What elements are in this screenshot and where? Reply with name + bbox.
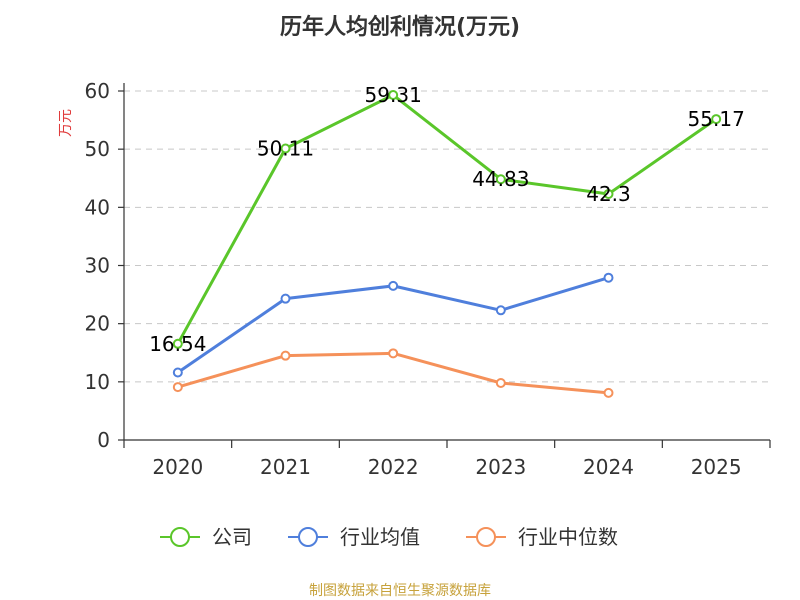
- data-point: [172, 367, 183, 378]
- data-point: [495, 305, 506, 316]
- data-label: 55.17: [688, 107, 745, 131]
- data-point: [603, 188, 614, 199]
- data-point: [172, 338, 183, 349]
- data-label: 50.11: [257, 137, 314, 161]
- x-tick-label: 2021: [260, 455, 311, 479]
- axes: 0 10 20 30 40 50 60 2020 2021 2022 2023 2024 2025: [85, 79, 771, 479]
- legend-label-1: 行业均值: [340, 525, 420, 549]
- data-label: 16.54: [149, 332, 206, 356]
- series-line-0: [176, 93, 718, 345]
- series-group: [172, 90, 722, 398]
- x-tick-label: 2022: [368, 455, 419, 479]
- y-tick-label: 20: [85, 312, 110, 336]
- y-tick-label: 50: [85, 137, 110, 161]
- data-labels: 16.54 50.11 59.31 44.83 42.3 55.17: [149, 83, 745, 356]
- legend-marker-1: [298, 527, 318, 547]
- y-tick-label: 0: [97, 428, 110, 452]
- x-tick-label: 2023: [475, 455, 526, 479]
- y-axis-label: 万元: [58, 109, 74, 137]
- data-point: [280, 293, 291, 304]
- data-point: [495, 377, 506, 388]
- chart-title: 历年人均创利情况(万元): [280, 14, 520, 40]
- grid: [124, 90, 770, 383]
- y-tick-label: 40: [85, 195, 110, 219]
- data-label: 44.83: [472, 167, 529, 191]
- x-tick-label: 2025: [691, 455, 742, 479]
- x-tick-label: 2024: [583, 455, 634, 479]
- y-tick-label: 60: [85, 79, 110, 103]
- data-point: [603, 272, 614, 283]
- data-point: [280, 350, 291, 361]
- data-point: [711, 114, 722, 125]
- legend: 公司 行业均值 行业中位数: [160, 525, 618, 549]
- data-point: [388, 280, 399, 291]
- data-label: 59.31: [365, 83, 422, 107]
- data-point: [388, 348, 399, 359]
- data-point: [280, 143, 291, 154]
- series-line-2: [177, 351, 609, 395]
- y-tick-label: 10: [85, 370, 110, 394]
- data-point: [603, 387, 614, 398]
- legend-marker-0: [170, 527, 190, 547]
- y-tick-label: 30: [85, 254, 110, 278]
- data-point: [495, 174, 506, 185]
- legend-label-0: 公司: [212, 525, 252, 549]
- data-label: 42.3: [586, 182, 631, 206]
- data-point: [172, 382, 183, 393]
- legend-label-2: 行业中位数: [518, 525, 618, 549]
- data-point: [388, 90, 399, 101]
- legend-marker-2: [476, 527, 496, 547]
- source-note: 制图数据来自恒生聚源数据库: [309, 583, 491, 599]
- x-tick-label: 2020: [152, 455, 203, 479]
